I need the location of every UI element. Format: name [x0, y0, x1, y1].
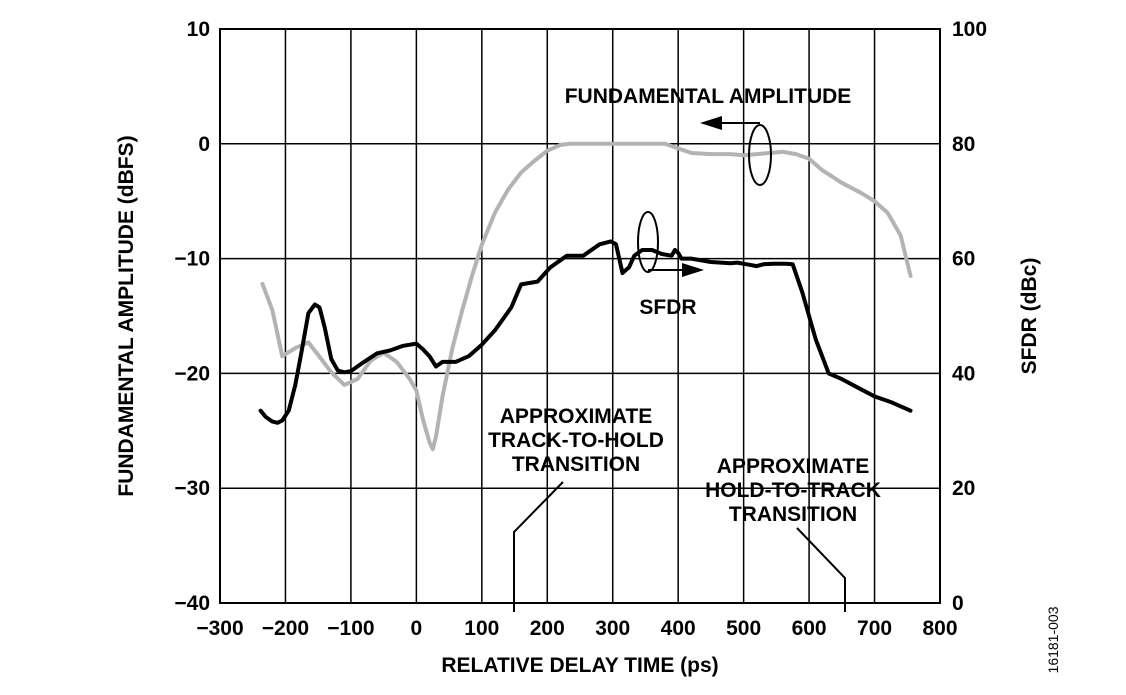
- tick-labels: −300 −200 −100 0 100 200 300 400 500 600 700 800100…: [174, 18, 987, 640]
- tth-label-line2: TRACK-TO-HOLD: [488, 429, 664, 452]
- plot-frame: [219, 28, 941, 604]
- y-right-tick-label: 80: [952, 133, 975, 156]
- series-line-fundamental-amplitude: [260, 141, 913, 452]
- x-tick-label: 500: [726, 617, 761, 640]
- y-axis-right-title: SFDR (dBc): [1018, 258, 1041, 375]
- grid: [220, 29, 940, 603]
- tth-label-line1: APPROXIMATE: [500, 405, 652, 428]
- fundamental-arrow-head: [700, 116, 722, 130]
- x-tick-label: 300: [595, 617, 630, 640]
- y-left-tick-label: 0: [198, 133, 210, 156]
- x-tick-label: −200: [262, 617, 309, 640]
- y-right-tick-label: 40: [952, 362, 975, 385]
- series-layer: [258, 141, 913, 452]
- fundamental-amplitude-label: FUNDAMENTAL AMPLITUDE: [565, 85, 852, 108]
- x-tick-label: 800: [922, 617, 957, 640]
- tth-label-line3: TRANSITION: [512, 453, 640, 476]
- htt-label-line2: HOLD-TO-TRACK: [705, 479, 881, 502]
- series-line-sfdr: [258, 239, 913, 425]
- y-left-tick-label: −30: [174, 477, 210, 500]
- y-right-tick-label: 60: [952, 248, 975, 271]
- x-tick-label: 0: [411, 617, 423, 640]
- fundamental-ellipse: [748, 124, 772, 186]
- x-tick-label: 200: [530, 617, 565, 640]
- x-tick-label: −100: [327, 617, 374, 640]
- x-tick-label: 700: [857, 617, 892, 640]
- sfdr-label: SFDR: [639, 296, 696, 319]
- y-left-tick-label: −20: [174, 362, 210, 385]
- sfdr-arrow-head: [682, 263, 704, 277]
- x-tick-label: 600: [792, 617, 827, 640]
- x-tick-label: 400: [661, 617, 696, 640]
- y-left-tick-label: −40: [174, 592, 210, 615]
- sfdr-ellipse: [637, 211, 659, 273]
- x-axis-title: RELATIVE DELAY TIME (ps): [441, 654, 718, 677]
- y-axis-left-title: FUNDAMENTAL AMPLITUDE (dBFS): [115, 135, 138, 496]
- htt-label-line3: TRANSITION: [729, 503, 857, 526]
- y-right-tick-label: 0: [952, 592, 964, 615]
- y-left-tick-label: 10: [187, 18, 210, 41]
- htt-leader: [796, 527, 846, 612]
- tth-leader: [513, 481, 564, 612]
- figure-number: 16181-003: [1045, 606, 1061, 673]
- x-tick-label: 100: [464, 617, 499, 640]
- y-left-tick-label: −10: [174, 248, 210, 271]
- htt-label-line1: APPROXIMATE: [717, 455, 869, 478]
- x-tick-label: −300: [196, 617, 243, 640]
- y-right-tick-label: 20: [952, 477, 975, 500]
- y-right-tick-label: 100: [952, 18, 987, 41]
